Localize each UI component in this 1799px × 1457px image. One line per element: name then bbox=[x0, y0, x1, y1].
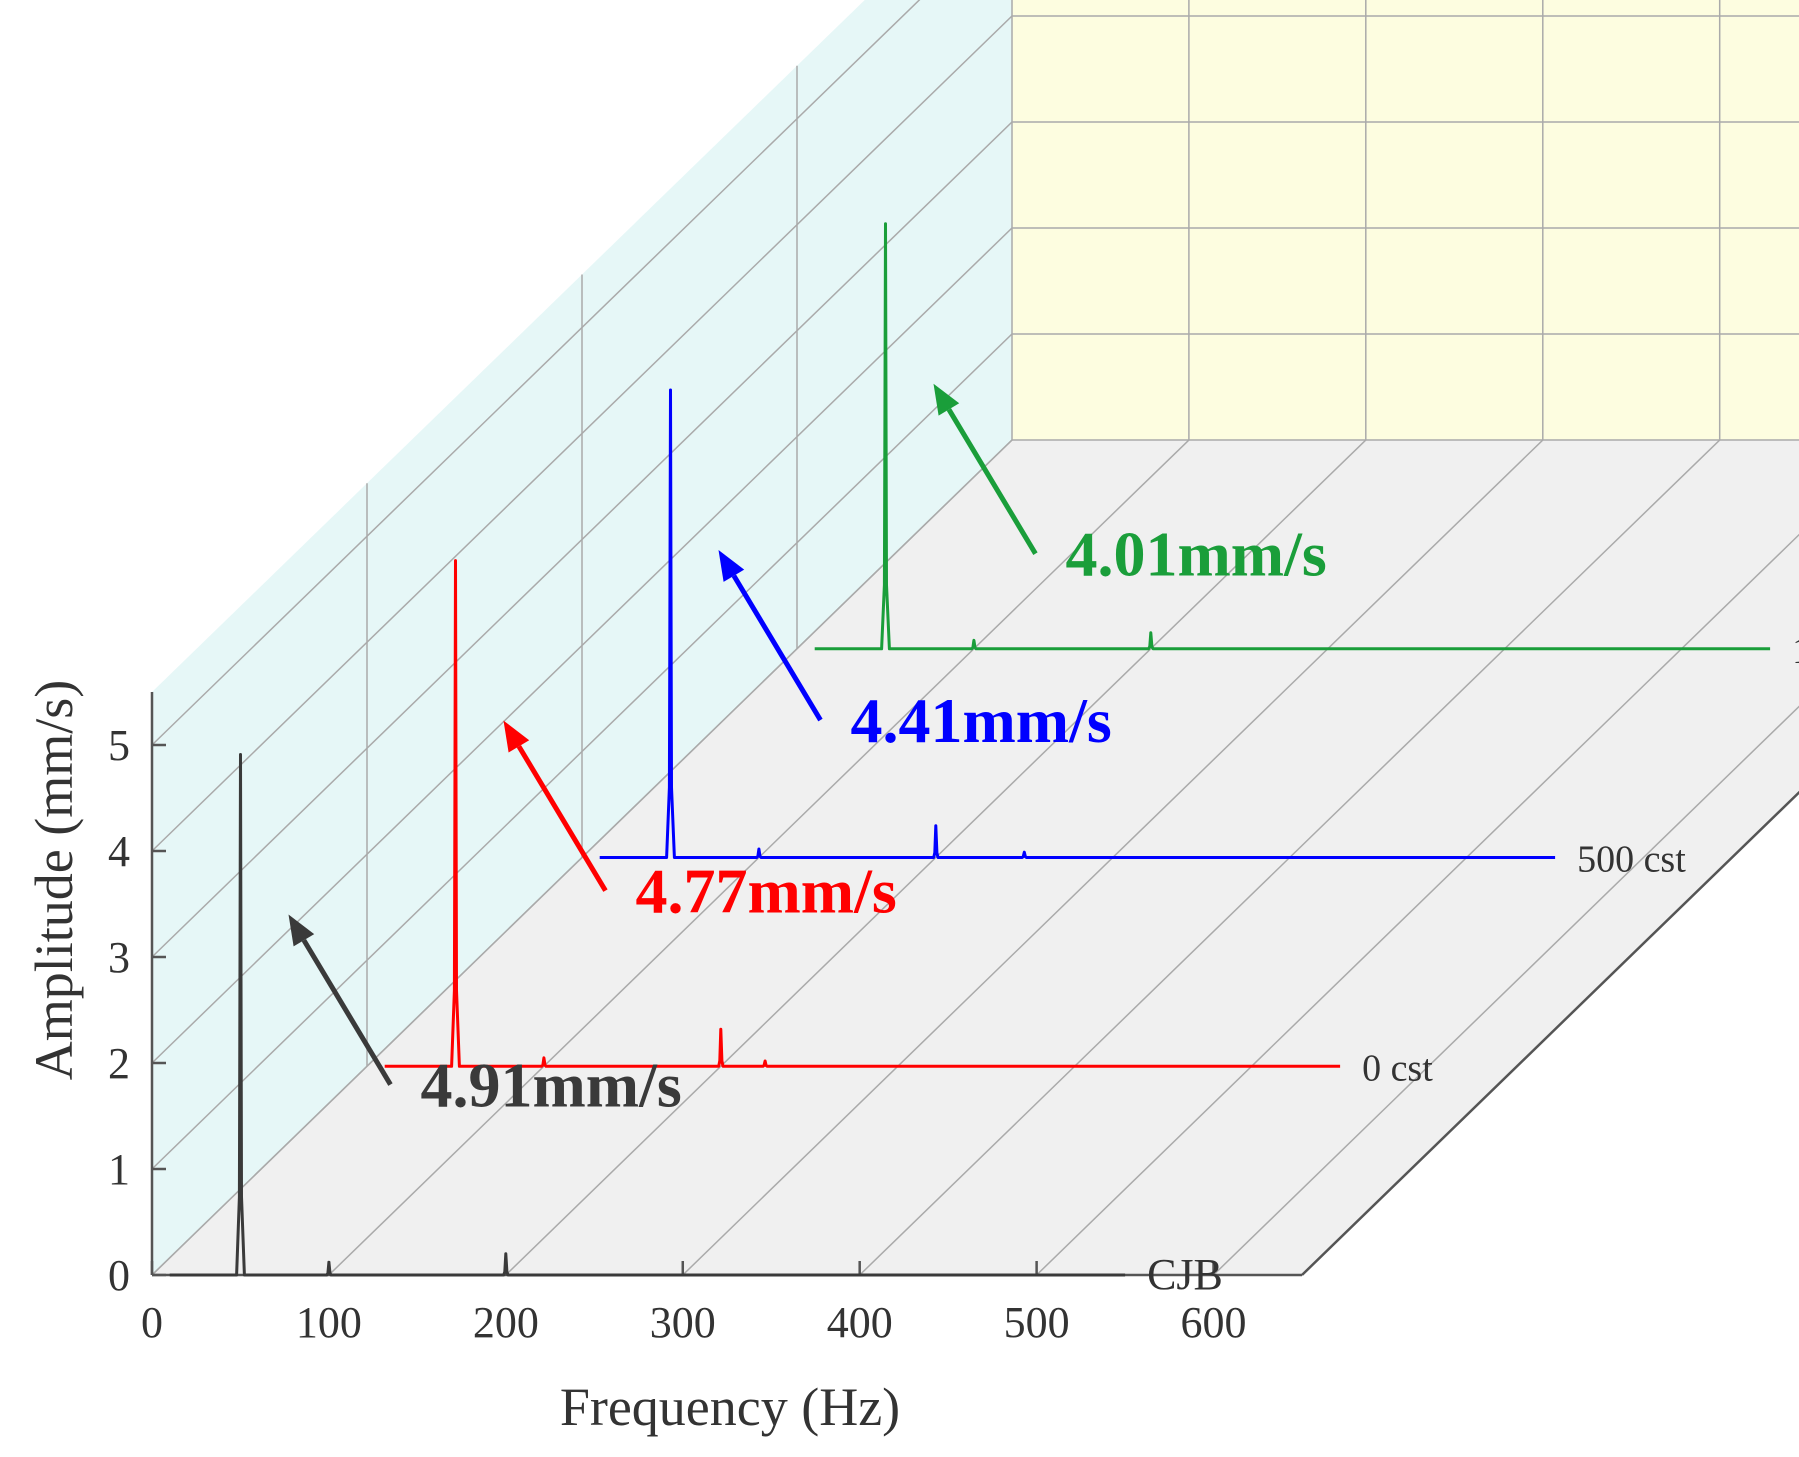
grid-line-y bbox=[151, 227, 1799, 1064]
peak-annotation: 4.01mm/s bbox=[1065, 519, 1326, 590]
annotation-arrowhead bbox=[288, 914, 315, 947]
grid-line-y bbox=[151, 15, 1799, 852]
grid-line-x bbox=[1212, 705, 1799, 1276]
y-tick-label: 2 bbox=[108, 1039, 130, 1088]
grid-line-x bbox=[1036, 533, 1799, 1276]
y-tick-label: 1 bbox=[108, 1145, 130, 1194]
x-tick-label: 500 bbox=[1004, 1298, 1070, 1347]
back-wall-panel bbox=[1012, 0, 1799, 440]
annotation-arrow bbox=[731, 574, 823, 722]
series-trace-2 bbox=[599, 388, 1556, 859]
annotation-arrowhead bbox=[933, 383, 960, 416]
series-trace-0 bbox=[169, 753, 1126, 1277]
x-axis-label: Frequency (Hz) bbox=[560, 1377, 900, 1437]
y-tick-label: 4 bbox=[108, 827, 130, 876]
y-tick-label: 5 bbox=[108, 721, 130, 770]
x-tick-label: 300 bbox=[650, 1298, 716, 1347]
peak-annotation: 4.91mm/s bbox=[420, 1050, 681, 1121]
grid-lines bbox=[151, 0, 1799, 1276]
grid-line-y bbox=[151, 0, 921, 746]
x-tick-label: 400 bbox=[827, 1298, 893, 1347]
series-trace-1 bbox=[384, 559, 1341, 1068]
depth-axis-line bbox=[1301, 790, 1799, 1276]
grid-line-y bbox=[151, 439, 1799, 1276]
series-label: 0 cst bbox=[1362, 1047, 1433, 1089]
annotation-arrowhead bbox=[503, 720, 530, 753]
x-tick-label: 200 bbox=[473, 1298, 539, 1347]
annotation-arrow bbox=[946, 408, 1038, 555]
grid-line-y bbox=[151, 121, 1799, 958]
series-trace-3 bbox=[814, 222, 1771, 651]
annotation-arrowhead bbox=[718, 550, 745, 582]
y-axis-label: Amplitude (mm/s) bbox=[24, 680, 84, 1080]
tick-labels: 0 100 200 300 400 500 600 0 1 2 3 4 5 bbox=[108, 721, 1247, 1347]
grid-line-y bbox=[151, 333, 1799, 1170]
y-tick-label: 3 bbox=[108, 933, 130, 982]
x-tick-label: 100 bbox=[296, 1298, 362, 1347]
annotations: 4.91mm/s 4.77mm/s 4.41mm/s 4.01mm/s bbox=[288, 383, 1327, 1121]
series-label: 1000 cst bbox=[1792, 630, 1799, 672]
x-tick-label: 0 bbox=[141, 1298, 163, 1347]
series-label: CJB bbox=[1147, 1250, 1223, 1299]
peak-annotation: 4.77mm/s bbox=[635, 856, 896, 927]
y-tick-label: 0 bbox=[108, 1251, 130, 1300]
series-group: CJB 0 cst 500 cst 1000 cst bbox=[169, 222, 1799, 1299]
annotation-arrow bbox=[301, 938, 393, 1086]
x-tick-label: 600 bbox=[1181, 1298, 1247, 1347]
series-label: 500 cst bbox=[1577, 839, 1686, 881]
peak-annotation: 4.41mm/s bbox=[850, 685, 1111, 756]
annotation-arrow bbox=[516, 745, 608, 892]
